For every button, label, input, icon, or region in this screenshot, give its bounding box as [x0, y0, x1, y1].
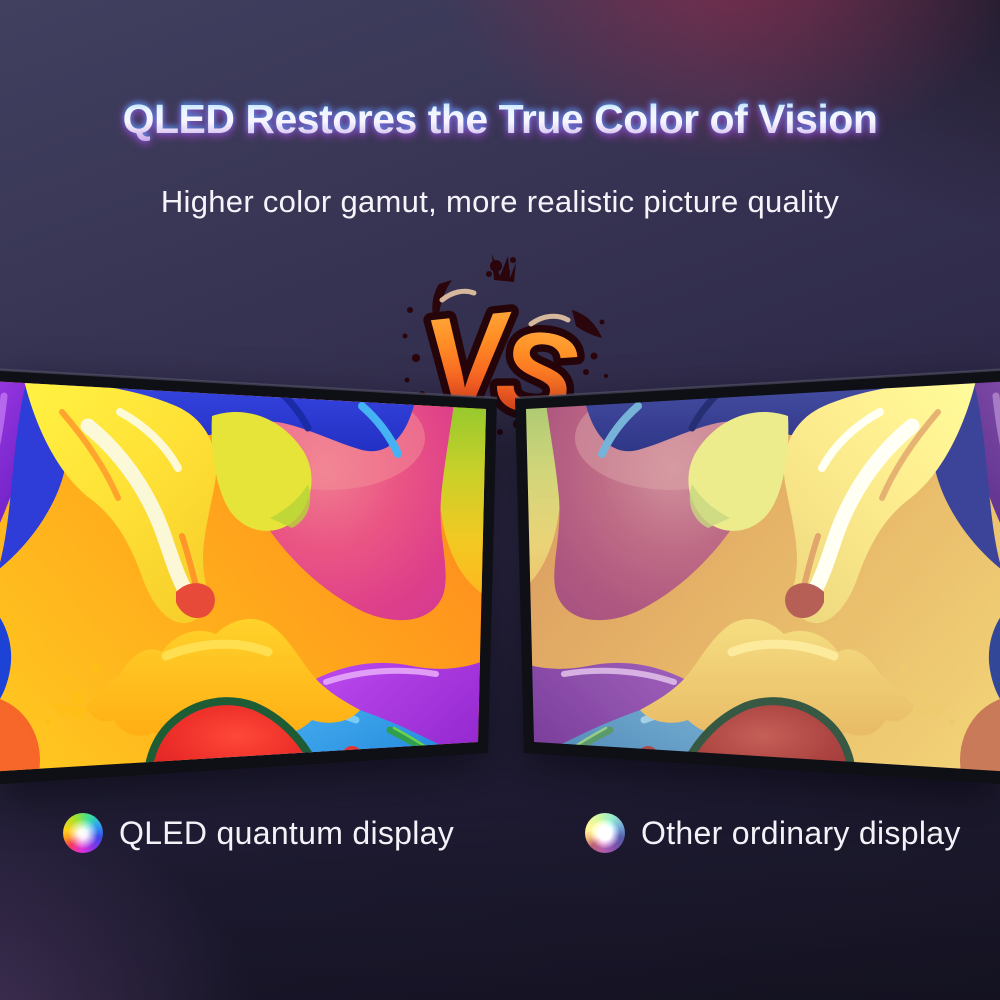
vs-gloss-highlights	[439, 288, 571, 327]
color-wheel-icon	[63, 813, 103, 853]
legend-qled: QLED quantum display	[63, 813, 454, 853]
display-panel-right	[514, 368, 1000, 785]
page-subtitle: Higher color gamut, more realistic pictu…	[160, 184, 840, 219]
display-panel-left	[0, 368, 498, 785]
legend-qled-label: QLED quantum display	[119, 814, 455, 851]
legend-ordinary-label: Other ordinary display	[641, 814, 961, 851]
header: QLED Restores the True Color of Vision H…	[0, 0, 1000, 240]
color-wheel-muted-icon	[585, 813, 625, 853]
page-title: QLED Restores the True Color of Vision	[0, 96, 1000, 142]
legend-ordinary: Other ordinary display	[585, 813, 961, 853]
